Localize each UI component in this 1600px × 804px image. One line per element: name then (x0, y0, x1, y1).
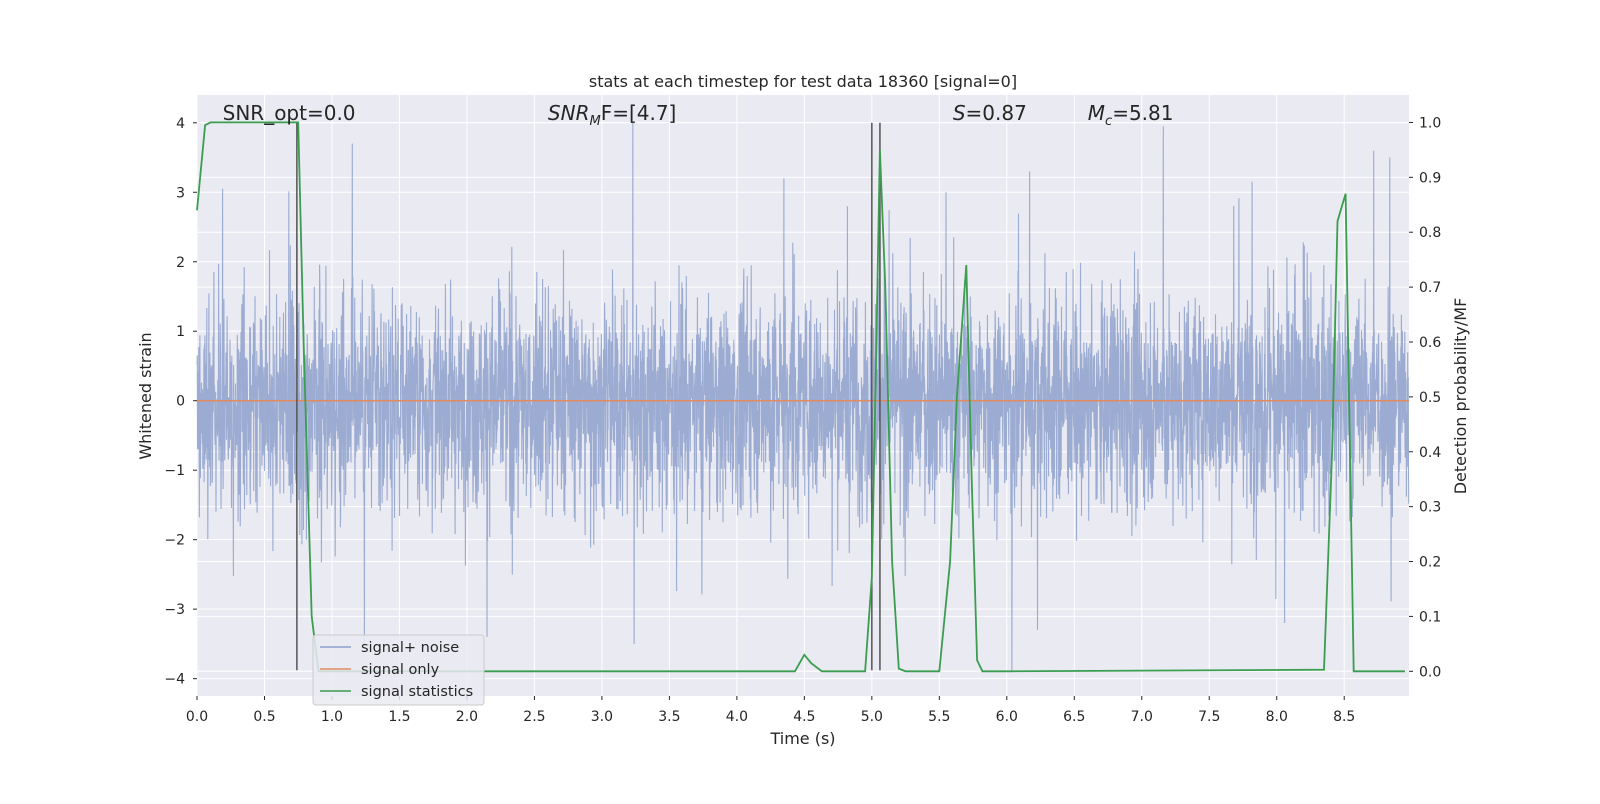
y2-tick-label-2: 0.2 (1419, 555, 1441, 571)
x-tick-label-11: 5.5 (928, 709, 950, 725)
y2-tick-label-1: 0.1 (1419, 609, 1441, 625)
legend-label-signal-only: signal only (361, 662, 440, 678)
x-tick-label-10: 5.0 (861, 709, 883, 725)
x-tick-label-8: 4.0 (726, 709, 748, 725)
y2-tick-label-10: 1.0 (1419, 115, 1441, 131)
x-tick-label-3: 1.5 (388, 709, 410, 725)
x-tick-label-2: 1.0 (321, 709, 343, 725)
x-tick-label-7: 3.5 (658, 709, 680, 725)
legend-label-signal-noise: signal+ noise (361, 640, 459, 656)
annotation-1: SNRMF=[4.7] (548, 101, 676, 129)
x-tick-label-16: 8.0 (1266, 709, 1288, 725)
legend-label-signal-statistics: signal statistics (361, 684, 473, 700)
y2-tick-label-4: 0.4 (1419, 445, 1441, 461)
y-tick-label-0: −4 (164, 672, 185, 688)
x-tick-label-6: 3.0 (591, 709, 613, 725)
y2-tick-label-6: 0.6 (1419, 335, 1441, 351)
y2-tick-label-0: 0.0 (1419, 664, 1441, 680)
y-axis-label: Whitened strain (136, 332, 155, 459)
y-tick-label-2: −2 (164, 533, 185, 549)
y-tick-label-7: 3 (176, 185, 185, 201)
annotation-0: SNR_opt=0.0 (223, 101, 356, 125)
tick-layer: 0.0 0.5 1.0 1.5 2.0 2.5 3.0 3.5 4.0 4.5 5.0 5.5 6.0 6… (164, 115, 1441, 725)
y-tick-label-1: −3 (164, 602, 185, 618)
x-tick-label-0: 0.0 (186, 709, 208, 725)
x-tick-label-1: 0.5 (253, 709, 275, 725)
x-tick-label-9: 4.5 (793, 709, 815, 725)
legend: signal+ noise signal only signal statist… (312, 634, 485, 706)
y2-axis-label: Detection probability/MF (1451, 298, 1470, 495)
y2-tick-label-7: 0.7 (1419, 280, 1441, 296)
chart-title: stats at each timestep for test data 183… (589, 72, 1017, 91)
x-tick-label-5: 2.5 (523, 709, 545, 725)
y-tick-label-5: 1 (176, 324, 185, 340)
signal-statistics-series (196, 121, 1405, 673)
x-tick-label-14: 7.0 (1131, 709, 1153, 725)
x-tick-label-17: 8.5 (1333, 709, 1355, 725)
y2-tick-label-8: 0.8 (1419, 225, 1441, 241)
y-tick-label-8: 4 (176, 116, 185, 132)
y-tick-label-3: −1 (164, 463, 185, 479)
signal-statistics-line (196, 121, 1405, 673)
annotation-2: S=0.87 (953, 101, 1027, 125)
y2-tick-label-3: 0.3 (1419, 500, 1441, 516)
x-tick-label-13: 6.5 (1063, 709, 1085, 725)
x-tick-label-12: 6.0 (996, 709, 1018, 725)
y2-tick-label-9: 0.9 (1419, 170, 1441, 186)
y-tick-label-4: 0 (176, 394, 185, 410)
x-tick-label-15: 7.5 (1198, 709, 1220, 725)
legend-box (312, 634, 485, 706)
y2-tick-label-5: 0.5 (1419, 390, 1441, 406)
annotation-layer: SNR_opt=0.0 SNRMF=[4.7] S=0.87 Mc=5.81 (223, 101, 1174, 129)
x-tick-label-4: 2.0 (456, 709, 478, 725)
annotation-3: Mc=5.81 (1088, 101, 1174, 129)
y-tick-label-6: 2 (176, 255, 185, 271)
x-axis-label: Time (s) (769, 729, 835, 748)
